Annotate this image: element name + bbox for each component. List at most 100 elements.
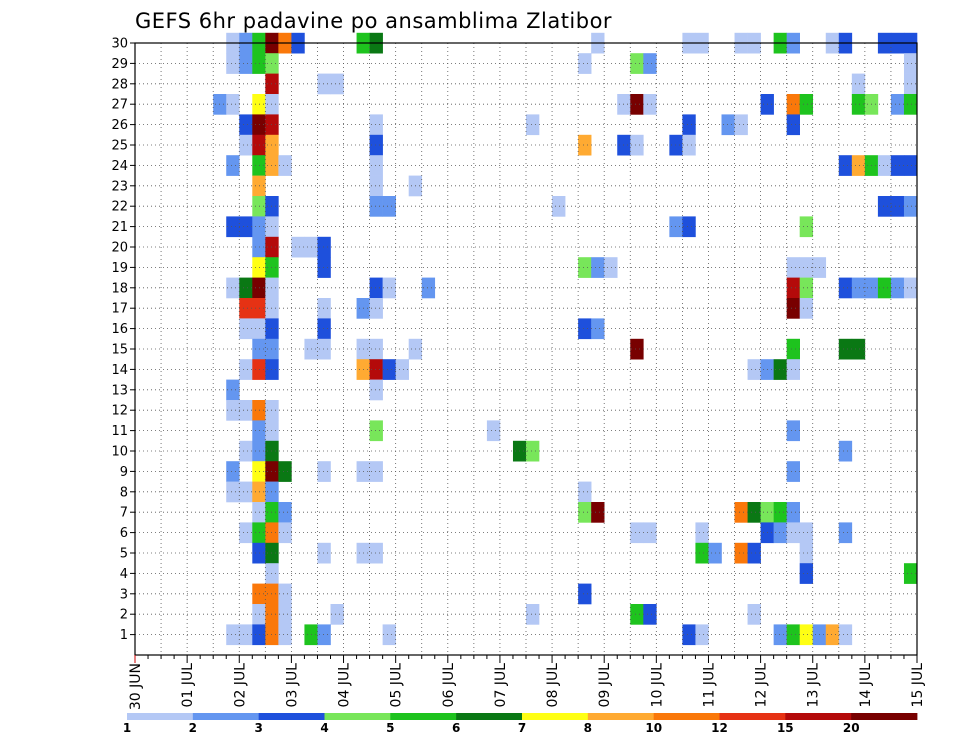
heatmap-cell (838, 522, 853, 544)
y-tick-label: 20 (111, 241, 128, 256)
heatmap-cell (786, 624, 800, 646)
heatmap-cell (786, 359, 800, 380)
heatmap-cell (369, 196, 383, 217)
heatmap-cell (851, 94, 866, 115)
legend-swatch (192, 713, 260, 720)
y-tick-label: 19 (111, 261, 128, 276)
heatmap-cell (890, 196, 905, 217)
heatmap-cell (786, 298, 800, 319)
heatmap-cell (252, 216, 266, 238)
heatmap-cell (239, 53, 253, 74)
y-tick-label: 12 (111, 404, 128, 419)
legend-label: 7 (518, 721, 526, 735)
heatmap-cell (786, 502, 800, 523)
heatmap-cell (226, 379, 240, 401)
y-tick-label: 6 (120, 526, 128, 541)
heatmap-cell (773, 359, 787, 380)
heatmap-cell (239, 134, 253, 156)
heatmap-cell (578, 257, 592, 278)
heatmap-cell (252, 440, 266, 462)
legend-label: 12 (711, 721, 728, 735)
y-tick-label: 25 (111, 139, 128, 154)
legend-label: 6 (452, 721, 460, 735)
legend-swatch (258, 713, 325, 720)
heatmap-cell (838, 624, 853, 646)
legend-label: 20 (843, 721, 860, 735)
y-tick-label: 30 (111, 37, 128, 52)
heatmap-cell (786, 114, 800, 136)
y-tick-label: 3 (120, 587, 128, 602)
legend-swatch (653, 713, 720, 720)
heatmap-cell (369, 542, 383, 564)
heatmap-cell (369, 114, 383, 136)
heatmap-cell (239, 400, 253, 421)
heatmap-cell (903, 196, 918, 217)
y-tick-label: 27 (111, 98, 128, 113)
heatmap-cell (903, 563, 918, 584)
heatmap-cell (877, 196, 892, 217)
legend-swatch (324, 713, 391, 720)
heatmap-cell (799, 94, 814, 115)
heatmap-cell (734, 502, 748, 523)
legend-swatch (456, 713, 523, 720)
heatmap-cell (317, 624, 331, 646)
x-tick-label: 06 JUL (441, 663, 457, 708)
heatmap-cell (773, 522, 787, 544)
y-tick-label: 8 (120, 485, 128, 500)
heatmap-cell (369, 134, 383, 156)
heatmap-cell (239, 522, 253, 544)
legend-swatch (522, 713, 589, 720)
heatmap-cell (317, 542, 331, 564)
heatmap-cell (382, 359, 396, 380)
heatmap-cell (734, 542, 748, 564)
heatmap-cell (890, 155, 905, 176)
heatmap-cell (695, 624, 709, 646)
x-tick-label: 02 JUL (232, 663, 248, 708)
heatmap-cell (252, 114, 266, 136)
heatmap-cell (317, 318, 331, 340)
cells-layer (213, 32, 918, 646)
heatmap-cell (252, 318, 266, 340)
heatmap-cell (226, 216, 240, 238)
heatmap-cell (317, 236, 331, 258)
y-tick-label: 21 (111, 220, 128, 235)
x-axis: 30 JUN 01 JUL 02 JUL 03 JUL 04 JUL 05 JUL 06 J… (128, 655, 926, 710)
heatmap-cell (630, 338, 644, 360)
heatmap-cell (252, 359, 266, 380)
heatmap-cell (851, 155, 866, 176)
y-tick-label: 15 (111, 343, 128, 358)
heatmap-cell (252, 400, 266, 421)
heatmap-cell (252, 542, 266, 564)
legend-label: 5 (386, 721, 394, 735)
heatmap-cell (317, 257, 331, 278)
heatmap-cell (682, 624, 696, 646)
heatmap-cell (903, 277, 918, 299)
chart-title: GEFS 6hr padavine po ansamblima Zlatibor (135, 9, 612, 33)
heatmap-cell (669, 216, 683, 238)
x-tick-label: 11 JUL (702, 663, 718, 708)
legend-label: 1 (123, 721, 131, 735)
heatmap-cell (278, 461, 292, 482)
heatmap-cell (226, 155, 240, 176)
heatmap-cell (526, 114, 540, 136)
heatmap-cell (239, 318, 253, 340)
heatmap-cell (903, 73, 918, 95)
heatmap-cell (239, 481, 253, 503)
heatmap-cell (682, 114, 696, 136)
y-tick-label: 18 (111, 281, 128, 296)
legend-swatch (587, 713, 655, 720)
heatmap-cell (226, 461, 240, 482)
legend-swatch (390, 713, 457, 720)
heatmap-cell (630, 53, 644, 74)
heatmap-cell (226, 53, 240, 74)
heatmap-cell (578, 134, 592, 156)
heatmap-cell (526, 440, 540, 462)
heatmap-cell (630, 134, 644, 156)
x-tick-label: 09 JUL (597, 663, 613, 708)
heatmap-cell (226, 277, 240, 299)
heatmap-cell (369, 461, 383, 482)
legend-label: 15 (777, 721, 794, 735)
heatmap-cell (643, 94, 657, 115)
x-tick-label: 13 JUL (806, 663, 822, 708)
